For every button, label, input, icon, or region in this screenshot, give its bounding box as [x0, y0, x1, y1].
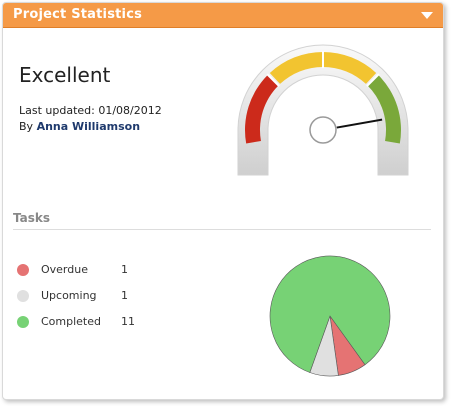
widget-title: Project Statistics: [13, 7, 143, 22]
task-label: Overdue: [41, 263, 88, 276]
overdue-legend-dot: [17, 264, 29, 276]
gauge-zone-green: [367, 74, 401, 144]
gauge-tick: [266, 73, 280, 87]
tasks-pie-chart: [269, 255, 391, 377]
completed-legend-dot: [17, 316, 29, 328]
tasks-divider: [13, 229, 431, 230]
byline-prefix: By: [19, 120, 34, 133]
pie-slice-completed: [269, 255, 391, 373]
upcoming-legend-dot: [17, 290, 29, 302]
gauge-zone-yellow: [269, 51, 377, 84]
widget-header: Project Statistics: [3, 3, 443, 28]
project-statistics-widget: Project Statistics Excellent Last update…: [2, 2, 444, 400]
task-count: 1: [121, 263, 128, 276]
status-rating: Excellent: [19, 63, 111, 87]
gauge-needle: [336, 118, 383, 129]
task-label: Upcoming: [41, 289, 97, 302]
last-updated-text: Last updated: 01/08/2012: [19, 104, 162, 117]
performance-gauge: [237, 44, 409, 176]
gauge-zone-red: [245, 74, 279, 144]
tasks-heading: Tasks: [13, 211, 51, 225]
task-count: 11: [121, 315, 135, 328]
collapse-chevron-icon[interactable]: [421, 12, 433, 19]
task-count: 1: [121, 289, 128, 302]
gauge-tick: [366, 73, 380, 87]
author-link[interactable]: Anna Williamson: [36, 120, 141, 133]
gauge-hub: [309, 116, 337, 144]
byline: By Anna Williamson: [19, 120, 140, 133]
task-label: Completed: [41, 315, 101, 328]
